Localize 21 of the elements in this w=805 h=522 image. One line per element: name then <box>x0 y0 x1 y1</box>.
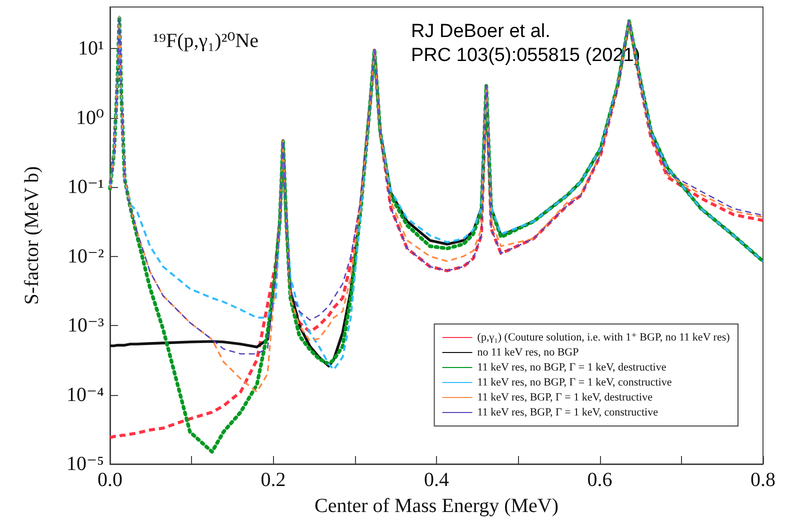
y-tick-label: 10⁻³ <box>67 314 104 337</box>
x-tick-label: 0.2 <box>260 469 286 491</box>
y-tick-label: 10⁰ <box>76 106 104 129</box>
legend-label: 11 keV res, no BGP, Γ = 1 keV, destructive <box>477 362 666 374</box>
y-tick-label: 10¹ <box>78 38 104 60</box>
y-axis-title: S-factor (MeV b) <box>21 166 43 305</box>
text: ¹⁹F(p,γ₁)²⁰Ne <box>153 30 259 52</box>
legend-label: (p,γ₁) (Couture solution, i.e. with 1⁺ BGP, no 11 keV res) <box>477 332 730 344</box>
y-tick-label: 10⁻⁴ <box>66 384 104 406</box>
y-tick-label: 10⁻² <box>67 245 104 268</box>
x-tick-label: 0.8 <box>750 469 776 491</box>
x-tick-label: 0.4 <box>424 469 449 491</box>
annotation: RJ DeBoer et al. <box>411 21 550 42</box>
x-axis-title: Center of Mass Energy (MeV) <box>314 495 559 517</box>
legend-label: 11 keV res, BGP, Γ = 1 keV, constructive <box>477 406 658 418</box>
legend-label: 11 keV res, BGP, Γ = 1 keV, destructive <box>477 392 653 404</box>
legend-label: 11 keV res, no BGP, Γ = 1 keV, constructive <box>477 376 672 388</box>
x-tick-label: 0.0 <box>98 469 122 491</box>
x-tick-label: 0.6 <box>587 469 612 491</box>
y-tick-label: 10⁻¹ <box>67 176 104 198</box>
legend-label: no 11 keV res, no BGP <box>477 346 579 358</box>
